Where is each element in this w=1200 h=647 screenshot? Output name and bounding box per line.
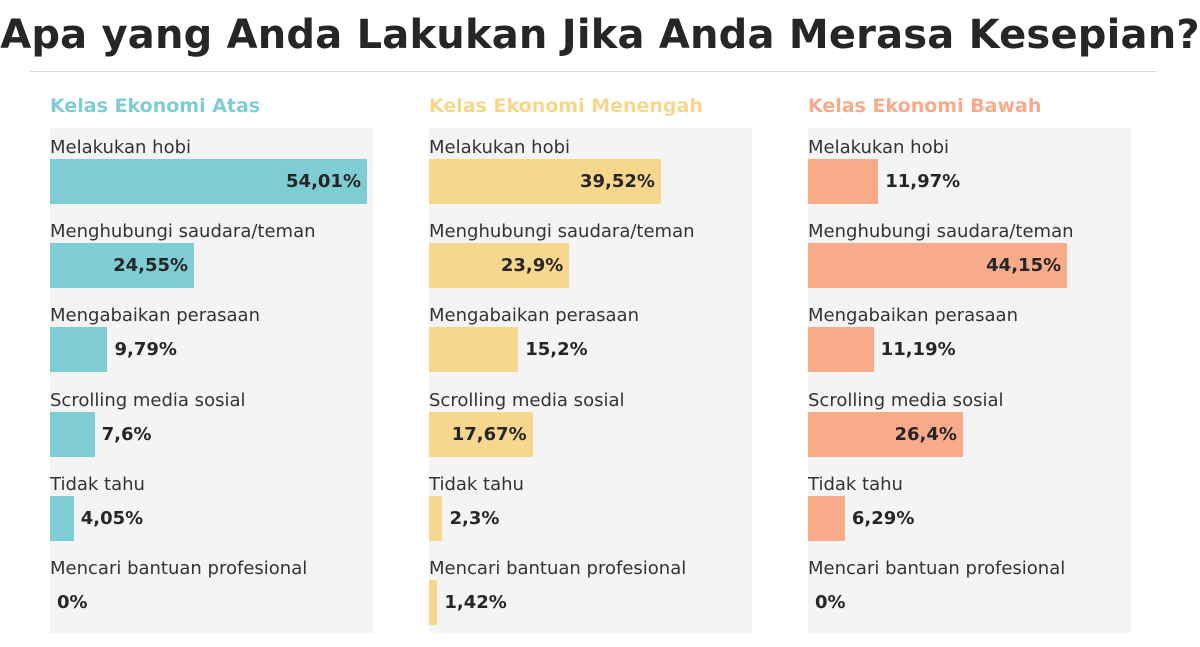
bar-menengah-3 <box>429 412 533 457</box>
value-label-menengah-3: 17,67% <box>451 424 527 445</box>
title-divider <box>30 71 1157 72</box>
value-label-menengah-0: 39,52% <box>579 171 655 192</box>
category-label-bawah-1: Menghubungi saudara/teman <box>808 221 1074 242</box>
category-label-menengah-1: Menghubungi saudara/teman <box>429 221 695 242</box>
panel-background-menengah <box>429 128 752 633</box>
value-label-bawah-0: 11,97% <box>885 171 961 192</box>
value-label-bawah-1: 44,15% <box>986 255 1062 276</box>
category-label-atas-3: Scrolling media sosial <box>50 390 246 411</box>
category-label-menengah-0: Melakukan hobi <box>429 137 571 158</box>
category-label-menengah-3: Scrolling media sosial <box>429 390 625 411</box>
panel-background-bawah <box>808 128 1131 633</box>
category-label-bawah-4: Tidak tahu <box>808 474 903 495</box>
value-label-menengah-2: 15,2% <box>525 339 588 360</box>
bar-menengah-5 <box>429 580 438 625</box>
bar-bawah-4 <box>808 496 845 541</box>
bar-atas-1 <box>50 243 195 288</box>
panel-title-bawah: Kelas Ekonomi Bawah <box>808 95 1042 117</box>
bar-menengah-1 <box>429 243 570 288</box>
category-label-atas-0: Melakukan hobi <box>50 137 192 158</box>
bar-bawah-0 <box>808 159 879 204</box>
category-label-bawah-5: Mencari bantuan profesional <box>808 558 1066 579</box>
category-label-menengah-5: Mencari bantuan profesional <box>429 558 687 579</box>
value-label-atas-3: 7,6% <box>101 424 152 445</box>
category-label-atas-4: Tidak tahu <box>50 474 145 495</box>
category-label-bawah-0: Melakukan hobi <box>808 137 950 158</box>
category-label-atas-2: Mengabaikan perasaan <box>50 305 260 326</box>
bar-atas-4 <box>50 496 74 541</box>
value-label-menengah-1: 23,9% <box>500 255 564 276</box>
bar-menengah-0 <box>429 159 661 204</box>
bar-atas-3 <box>50 412 95 457</box>
category-label-atas-5: Mencari bantuan profesional <box>50 558 308 579</box>
value-label-menengah-5: 1,42% <box>444 592 507 613</box>
panel-title-menengah: Kelas Ekonomi Menengah <box>429 95 703 117</box>
value-label-bawah-3: 26,4% <box>894 424 957 445</box>
bar-atas-0 <box>50 159 367 204</box>
bar-bawah-3 <box>808 412 963 457</box>
category-label-atas-1: Menghubungi saudara/teman <box>50 221 316 242</box>
page-title: Apa yang Anda Lakukan Jika Anda Merasa K… <box>0 12 1200 58</box>
value-label-atas-4: 4,05% <box>80 508 144 529</box>
category-label-menengah-2: Mengabaikan perasaan <box>429 305 639 326</box>
bar-atas-2 <box>50 327 108 372</box>
value-label-atas-2: 9,79% <box>114 339 177 360</box>
bar-bawah-1 <box>808 243 1068 288</box>
value-label-atas-5: 0% <box>57 592 88 613</box>
value-label-bawah-4: 6,29% <box>851 508 915 529</box>
category-label-bawah-2: Mengabaikan perasaan <box>808 305 1018 326</box>
value-label-menengah-4: 2,3% <box>449 508 500 529</box>
panel-background-atas <box>50 128 373 633</box>
category-label-bawah-3: Scrolling media sosial <box>808 390 1004 411</box>
bar-bawah-2 <box>808 327 874 372</box>
value-label-bawah-5: 0% <box>815 592 846 613</box>
value-label-atas-1: 24,55% <box>113 255 189 276</box>
value-label-bawah-2: 11,19% <box>880 339 956 360</box>
panel-title-atas: Kelas Ekonomi Atas <box>50 95 261 117</box>
category-label-menengah-4: Tidak tahu <box>429 474 524 495</box>
bar-menengah-4 <box>429 496 443 541</box>
value-label-atas-0: 54,01% <box>286 171 361 192</box>
bar-menengah-2 <box>429 327 519 372</box>
